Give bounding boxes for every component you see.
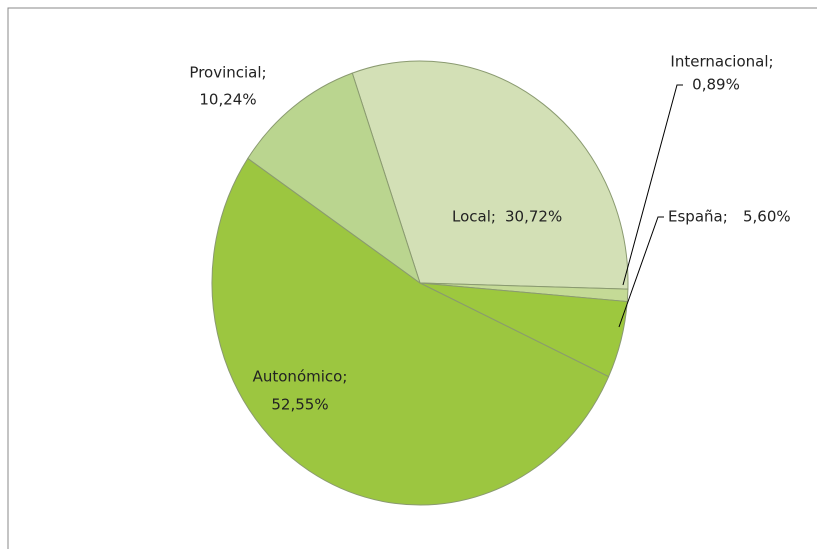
slice-label: Local; xyxy=(452,208,496,226)
slice-label: España; xyxy=(668,208,728,226)
leader-line xyxy=(618,216,664,328)
slice-label: Internacional; xyxy=(670,53,773,71)
slice-value-label: 10,24% xyxy=(199,91,256,109)
pie-slice xyxy=(247,72,421,285)
slice-value-label: 30,72% xyxy=(505,208,562,226)
slice-label: Provincial; xyxy=(189,64,266,82)
slice-label: Autonómico; xyxy=(253,368,348,386)
pie-slice xyxy=(351,60,629,290)
slice-value-label: 0,89% xyxy=(692,76,740,94)
slice-value-label: 5,60% xyxy=(743,208,791,226)
leader-line xyxy=(622,84,683,286)
slice-value-label: 52,55% xyxy=(271,396,328,414)
pie-slice xyxy=(211,157,610,506)
